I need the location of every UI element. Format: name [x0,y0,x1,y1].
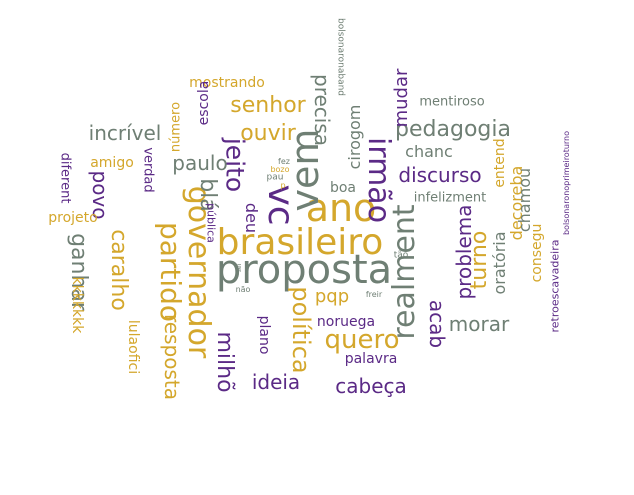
word-cloud-word: noruega [316,314,376,330]
word-cloud-word: proposta [215,247,393,293]
word-cloud-word: discurso [398,163,482,187]
word-cloud-word: cirogom [345,104,364,170]
word-cloud-word: plano [256,315,272,355]
word-cloud-word: partido [154,221,187,323]
word-cloud-word: ano [305,186,377,230]
word-cloud-word: projeto [48,210,98,226]
word-cloud-word: bolsonaronaband [335,17,346,97]
word-cloud-word: consegu [529,223,545,283]
word-cloud-word: chamou [515,167,534,233]
word-cloud-word: tão [393,250,409,261]
word-cloud-word: mostrando [189,75,265,91]
word-cloud-word: pública [204,203,218,243]
word-cloud-word: paulo [172,151,228,175]
word-cloud-word: quero [324,325,400,355]
word-cloud-word: turno [467,230,492,290]
word-cloud-word: número [168,101,184,153]
word-cloud-word: lulaofici [125,319,141,375]
word-cloud-word: acab [425,299,449,349]
word-cloud-word: cabeça [335,374,407,398]
word-cloud-word: precisa [310,73,334,147]
word-cloud-word: freir [365,290,383,299]
word-cloud-word: brasileiro [216,222,384,263]
word-cloud-word: oratória [490,231,509,295]
word-cloud-word: incrível [88,121,162,145]
word-cloud-word: entend [492,138,508,188]
word-cloud-word: bolsonaronoprimeiroturno [562,130,571,236]
word-cloud-word: escola [196,80,212,126]
word-cloud-word: pau [266,172,284,183]
word-cloud-word: sei [236,263,243,273]
word-cloud-word: senhor [230,93,306,118]
word-cloud-word: verdad [140,147,156,193]
word-cloud-word: milhõ [212,331,237,393]
word-cloud-word: política [287,286,315,374]
word-cloud-word: kkkkkkk [69,276,85,334]
word-cloud-word: pedagogia [395,117,511,142]
word-cloud-word: chanc [405,142,453,161]
word-cloud-word: palavra [344,351,398,367]
word-cloud-word: caralho [106,229,131,311]
word-cloud-word: realment [387,204,422,340]
word-cloud-word: resposta [160,314,184,400]
word-cloud-word: boa [329,180,357,196]
word-cloud-word: diferent [57,152,73,204]
word-cloud-word: retroescavadeira [548,239,562,333]
word-cloud-word: mudar [391,68,412,128]
word-cloud-word: fez [278,157,290,166]
word-cloud-word: ouvir [240,121,296,146]
word-cloud-word: infelizment [413,190,487,206]
word-cloud-word: não [235,285,251,294]
word-cloud-word: ideia [251,370,301,394]
word-cloud-word: mentiroso [419,94,485,110]
word-cloud-word: p [280,181,286,190]
word-cloud-word: bozo [270,165,290,174]
word-cloud-word: pqp [314,286,350,307]
word-cloud-word: vc [260,184,301,226]
word-cloud-word: deu [242,202,261,234]
word-cloud-word: amigo [90,155,134,171]
word-cloud-word: morar [448,312,510,336]
